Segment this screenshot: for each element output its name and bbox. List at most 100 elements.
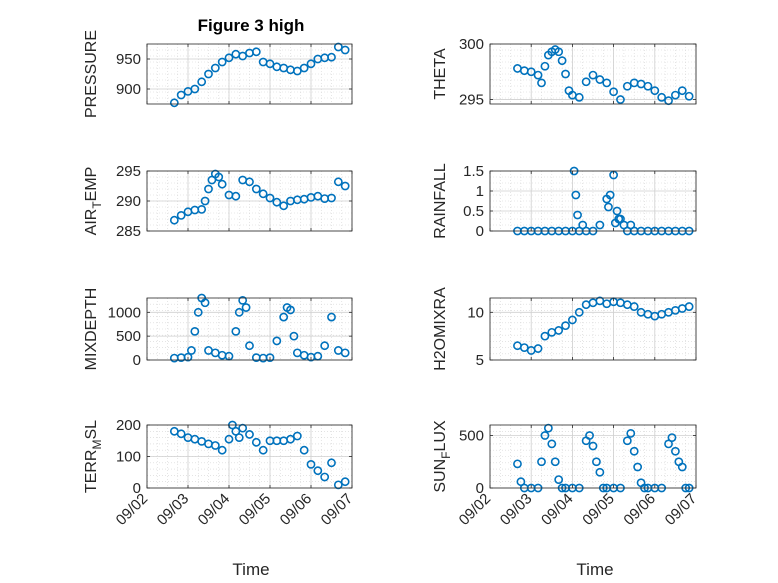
- data-point: [571, 190, 581, 200]
- y-tick-label: 0: [476, 480, 484, 497]
- data-point: [183, 352, 193, 362]
- data-point: [554, 475, 564, 484]
- data-point: [568, 315, 577, 325]
- y-tick-label: 290: [116, 193, 141, 210]
- data-point: [279, 312, 289, 322]
- data-point: [258, 445, 268, 455]
- data-point: [609, 87, 618, 97]
- data-point: [169, 215, 179, 225]
- data-point: [238, 295, 248, 305]
- data-point: [245, 177, 254, 187]
- axes-box: [489, 297, 697, 361]
- data-point: [320, 341, 330, 351]
- data-point: [327, 458, 336, 468]
- data-point: [231, 326, 241, 336]
- data-point: [245, 341, 254, 351]
- data-point: [667, 433, 677, 442]
- y-tick-label: 0.5: [463, 203, 484, 220]
- y-axis-label: THETA: [432, 48, 449, 100]
- data-point: [224, 434, 234, 444]
- y-tick-label: 900: [116, 81, 141, 98]
- data-point: [333, 480, 343, 490]
- y-axis-label: AIRTEMP: [83, 167, 104, 236]
- data-point: [574, 307, 584, 317]
- subplot-4: 0 500 1000 MIXDEPTH: [83, 288, 353, 371]
- data-point: [657, 92, 667, 102]
- data-point: [204, 184, 213, 194]
- data-point: [234, 307, 244, 317]
- data-point: [176, 429, 186, 439]
- y-tick-label: 295: [116, 163, 141, 180]
- data-point: [588, 441, 598, 451]
- data-point: [592, 457, 601, 467]
- data-point: [533, 70, 543, 80]
- y-axis-label: MIXDEPTH: [83, 288, 100, 371]
- data-point: [554, 326, 564, 335]
- subplot-2: 285 290 295 AIRTEMP: [83, 163, 353, 240]
- data-point: [197, 77, 207, 87]
- data-point: [251, 47, 261, 57]
- data-point: [327, 193, 336, 203]
- data-point: [292, 431, 302, 441]
- data-point: [616, 95, 625, 104]
- y-tick-label: 500: [116, 328, 141, 345]
- axes-box: [146, 297, 353, 361]
- data-point: [176, 210, 186, 220]
- data-point: [231, 191, 241, 201]
- y-tick-label: 1.5: [463, 163, 484, 180]
- data-point: [540, 331, 550, 341]
- figure-title: Figure 3 high: [198, 16, 305, 35]
- data-point: [671, 90, 680, 100]
- data-point: [643, 81, 653, 91]
- y-tick-label: 1000: [108, 304, 141, 321]
- data-point: [573, 210, 582, 220]
- data-point: [327, 312, 336, 322]
- data-point: [190, 84, 200, 94]
- data-point: [602, 78, 612, 88]
- data-point: [684, 302, 694, 311]
- axes-box: [489, 170, 697, 232]
- data-point: [561, 321, 570, 331]
- data-point: [245, 430, 254, 439]
- y-axis-label: H2OMIXRA: [432, 287, 449, 371]
- data-point: [289, 331, 299, 341]
- data-point: [684, 91, 694, 101]
- data-point: [176, 90, 186, 100]
- y-axis-label: PRESSURE: [83, 30, 100, 118]
- y-axis-label: RAINFALL: [432, 163, 449, 239]
- y-tick-label: 0: [476, 223, 484, 240]
- data-point: [340, 45, 350, 55]
- data-point: [286, 434, 295, 444]
- data-point: [650, 86, 660, 96]
- data-point: [279, 201, 289, 211]
- data-point: [677, 462, 687, 472]
- axes-box: [489, 424, 697, 489]
- subplot-0: 900 950 PRESSURE: [83, 30, 353, 118]
- data-point: [333, 42, 343, 52]
- data-point: [204, 69, 213, 79]
- data-point: [265, 59, 275, 69]
- data-point: [193, 307, 203, 317]
- data-point: [588, 70, 598, 80]
- data-point: [581, 77, 591, 87]
- y-tick-label: 300: [459, 36, 484, 53]
- data-point: [543, 423, 553, 433]
- data-point: [626, 428, 636, 438]
- data-point: [340, 477, 350, 487]
- data-point: [327, 52, 336, 62]
- data-point: [272, 197, 282, 207]
- data-point: [629, 446, 639, 456]
- y-tick-label: 0: [133, 480, 141, 497]
- axes-box: [489, 43, 697, 105]
- subplot-3: 0 0.5 1 1.5 RAINFALL: [432, 163, 697, 240]
- y-tick-label: 295: [459, 92, 484, 109]
- data-point: [313, 466, 323, 476]
- data-point: [595, 75, 605, 84]
- data-point: [547, 439, 557, 449]
- data-point: [286, 305, 295, 315]
- data-point: [561, 69, 570, 79]
- y-tick-label: 500: [459, 428, 484, 445]
- data-point: [550, 457, 560, 467]
- data-point: [299, 445, 309, 455]
- data-point: [299, 63, 309, 73]
